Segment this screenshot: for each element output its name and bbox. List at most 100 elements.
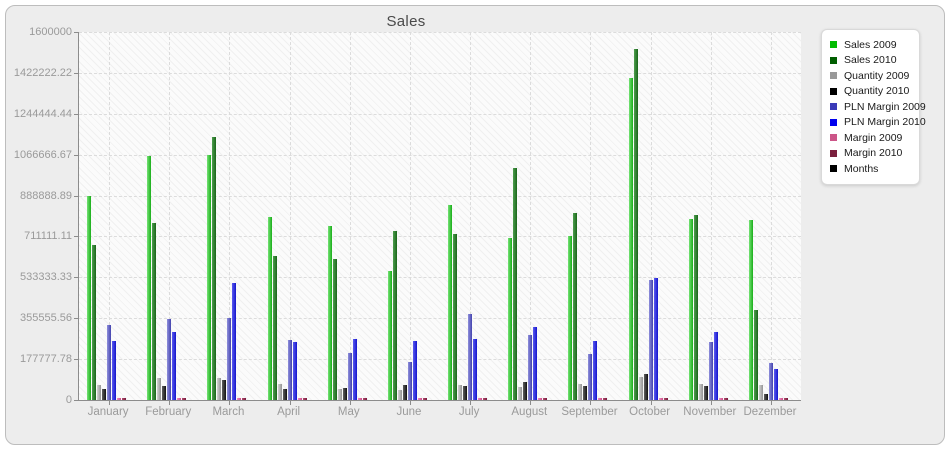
bar-sales-2010 [152,222,157,400]
y-axis-tick [74,113,78,115]
bar-pln-margin-2009 [287,340,292,400]
legend-item-margin-2009: Margin 2009 [830,130,911,146]
x-tick-label: May [337,406,360,418]
vertical-gridline [770,32,772,400]
bar-quantity-2010 [763,394,768,400]
x-tick-label: November [683,406,737,418]
x-tick-label: April [277,406,301,418]
bar-sales-2009 [387,271,392,400]
vertical-gridline [530,32,532,400]
bar-sales-2009 [568,235,573,400]
y-tick-label: 533333.33 [20,271,72,284]
bar-groups [79,32,801,400]
legend-label: PLN Margin 2009 [844,100,926,113]
bar-margin-2010 [783,398,788,400]
legend-label: PLN Margin 2010 [844,116,926,129]
bar-sales-2010 [513,167,518,400]
bar-sales-2010 [92,244,97,400]
bar-margin-2010 [723,398,728,400]
legend-item-quantity-2010: Quantity 2010 [830,84,911,100]
legend-swatch-icon [830,56,837,64]
bar-margin-2009 [778,397,783,400]
bar-quantity-2010 [583,386,588,400]
bar-quantity-2010 [523,381,528,400]
y-tick-label: 1066666.67 [13,148,72,161]
legend: Sales 2009 Sales 2010 Quantity 2009 Quantit… [821,29,926,185]
horizontal-gridline [79,236,801,238]
bar-quantity-2009 [758,385,763,400]
bar-pln-margin-2010 [653,278,658,400]
bar-margin-2010 [663,398,668,400]
y-tick-label: 888888.89 [20,189,72,202]
bar-pln-margin-2009 [468,313,473,400]
bar-pln-margin-2009 [708,342,713,400]
bar-sales-2009 [628,78,633,400]
y-tick-label: 177777.78 [20,353,72,366]
bar-margin-2010 [603,398,608,400]
y-tick-label: 355555.56 [20,312,72,325]
y-axis-tick [74,277,78,279]
bar-group-july [440,32,500,400]
bar-pln-margin-2010 [232,282,237,400]
legend-label: Margin 2009 [844,131,903,144]
bar-margin-2009 [237,397,242,400]
bar-sales-2009 [448,204,453,400]
bar-quantity-2010 [342,388,347,400]
x-tick-label: February [145,406,192,418]
bar-group-june [380,32,440,400]
bar-quantity-2009 [458,385,463,400]
y-axis-labels: 1600000 1422222.22 1244444.44 1066666.67 888… [6,6,72,444]
x-axis-tick [349,401,351,405]
horizontal-gridline [79,318,801,320]
bar-quantity-2009 [698,383,703,400]
bar-margin-2010 [302,398,307,400]
x-axis-tick [590,401,592,405]
bar-quantity-2009 [97,385,102,400]
bar-margin-2009 [718,397,723,400]
plot-area [74,32,801,405]
x-axis-tick [770,401,772,405]
vertical-gridline [409,32,411,400]
bar-margin-2010 [362,398,367,400]
bar-group-may [320,32,380,400]
bar-quantity-2010 [463,386,468,400]
x-tick-label: March [212,406,245,418]
legend-swatch-icon [830,103,837,111]
bar-margin-2009 [658,397,663,400]
x-tick-label: July [458,406,480,418]
legend-swatch-icon [830,41,837,49]
bar-pln-margin-2009 [347,352,352,400]
x-axis-tick [650,401,652,405]
y-axis-tick [74,195,78,197]
bar-sales-2009 [508,237,513,400]
bar-quantity-2010 [162,386,167,400]
bar-pln-margin-2010 [473,339,478,400]
legend-item-pln-margin-2009: PLN Margin 2009 [830,99,926,115]
bar-pln-margin-2009 [227,318,232,400]
bar-group-november [681,32,741,400]
bar-quantity-2009 [638,377,643,400]
x-tick-label: January [87,406,129,418]
bar-margin-2010 [242,398,247,400]
y-tick-label: 1600000 [29,26,72,38]
bar-pln-margin-2009 [407,362,412,400]
vertical-gridline [470,32,472,400]
legend-item-margin-2010: Margin 2010 [830,146,911,162]
horizontal-gridline [79,154,801,156]
x-axis-labels: January February March April May June July Augu… [78,406,800,418]
horizontal-gridline [79,195,801,197]
vertical-gridline [710,32,712,400]
bar-sales-2009 [147,156,152,400]
bar-margin-2010 [122,398,127,400]
bar-group-august [500,32,560,400]
vertical-gridline [109,32,111,400]
legend-swatch-icon [830,72,837,80]
bar-sales-2009 [207,155,212,400]
bar-pln-margin-2010 [172,332,177,400]
bar-group-march [199,32,259,400]
bar-pln-margin-2009 [107,325,112,400]
legend-label: Margin 2010 [844,147,903,160]
legend-item-quantity-2009: Quantity 2009 [830,68,911,84]
bar-group-september [560,32,620,400]
legend-item-sales-2009: Sales 2009 [830,37,911,53]
